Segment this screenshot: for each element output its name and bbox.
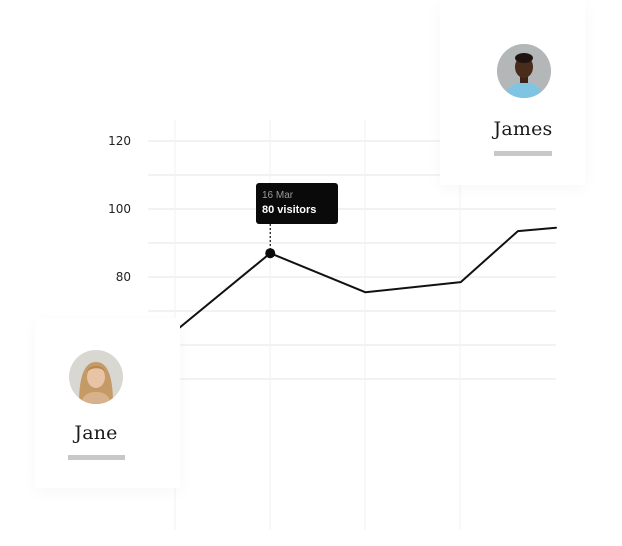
chart-tooltip: 16 Mar 80 visitors xyxy=(256,183,338,224)
y-tick-label: 80 xyxy=(116,270,131,284)
profile-name-james: James xyxy=(493,118,553,140)
name-underline xyxy=(68,455,125,460)
series-line xyxy=(174,226,557,333)
profile-card-james[interactable]: James xyxy=(440,0,585,185)
avatar-james xyxy=(497,44,551,98)
name-underline xyxy=(494,151,552,156)
y-tick-label: 120 xyxy=(108,134,131,148)
profile-name-jane: Jane xyxy=(74,422,118,444)
data-point-marker xyxy=(265,248,276,259)
tooltip-value: 80 visitors xyxy=(262,204,317,216)
tooltip-date: 16 Mar xyxy=(262,190,294,201)
y-tick-label: 100 xyxy=(108,202,131,216)
avatar-jane xyxy=(69,350,123,404)
profile-card-jane[interactable]: Jane xyxy=(35,318,180,488)
